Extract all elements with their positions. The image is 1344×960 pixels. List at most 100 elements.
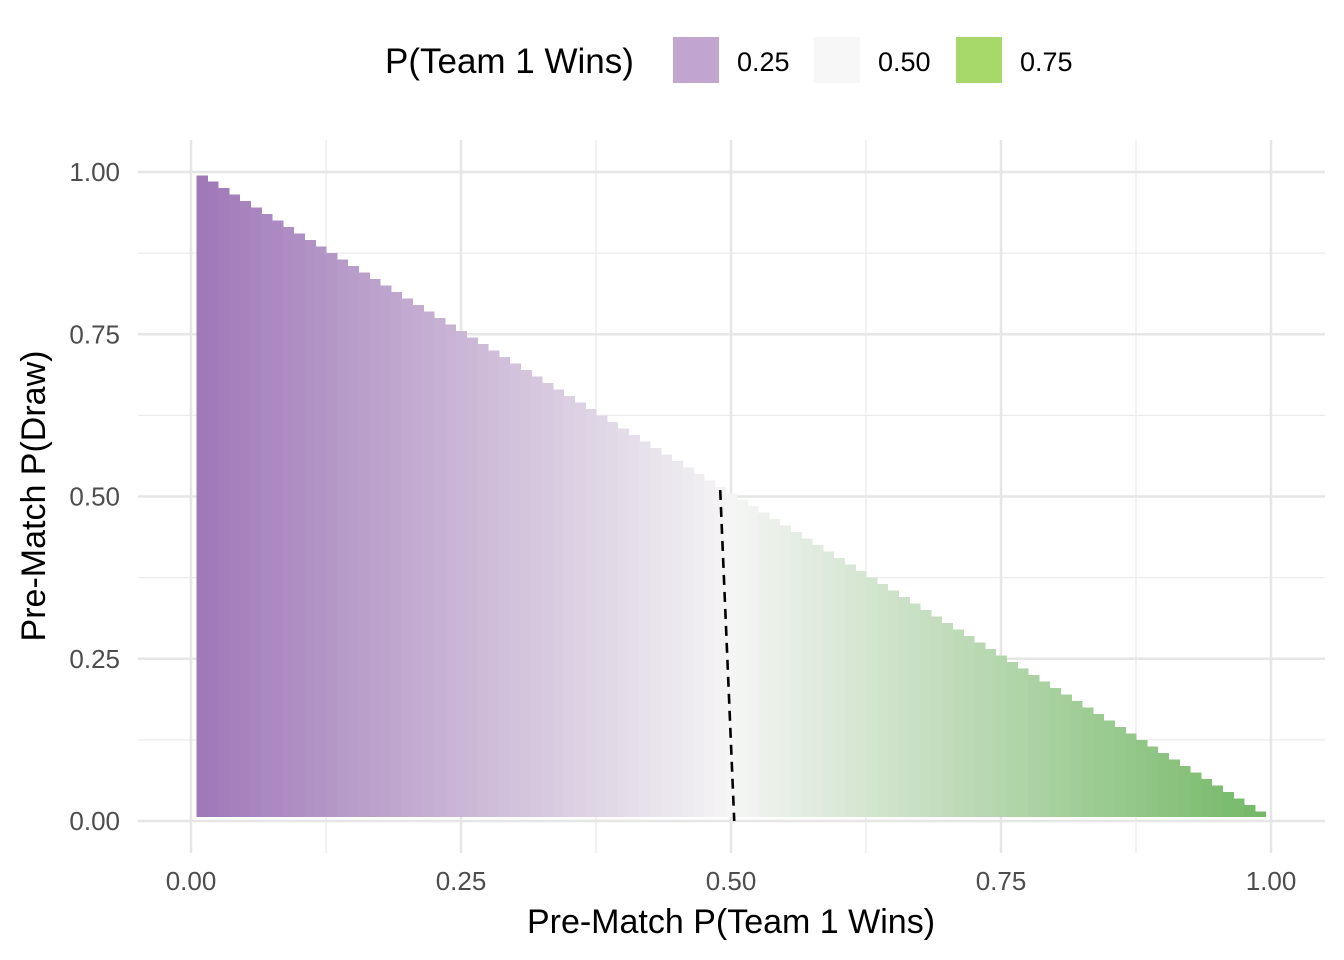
y-axis-ticks: 0.00 0.25 0.50 0.75 1.00 bbox=[69, 157, 120, 836]
heatmap-cell bbox=[876, 584, 889, 817]
heatmap-cell bbox=[1254, 811, 1267, 817]
heatmap-cell bbox=[920, 610, 932, 817]
heatmap-cell bbox=[812, 545, 824, 817]
heatmap-cell bbox=[682, 467, 694, 817]
heatmap-cell bbox=[1146, 746, 1159, 817]
boundary-line bbox=[718, 489, 736, 822]
heatmap-cell bbox=[941, 623, 953, 817]
heatmap-cell bbox=[768, 519, 781, 817]
legend-label: 0.25 bbox=[737, 47, 790, 77]
heatmap-cell bbox=[1168, 759, 1180, 817]
heatmap-cell bbox=[250, 207, 262, 817]
legend-title: P(Team 1 Wins) bbox=[385, 42, 634, 81]
heatmap-cell bbox=[304, 240, 316, 817]
heatmap-cell bbox=[542, 382, 554, 817]
heatmap-cell bbox=[639, 441, 651, 817]
heatmap-cell bbox=[1038, 681, 1051, 817]
heatmap-cell bbox=[531, 376, 543, 817]
legend-key bbox=[956, 37, 1002, 83]
heatmap-cell bbox=[272, 220, 284, 818]
heatmap-cell bbox=[1244, 804, 1256, 817]
heatmap-cell bbox=[196, 175, 208, 817]
heatmap-cell bbox=[660, 454, 673, 817]
heatmap-cell bbox=[984, 649, 997, 817]
heatmap-cell bbox=[261, 214, 273, 817]
grid-major bbox=[138, 140, 1325, 853]
heatmap-cell bbox=[736, 499, 748, 817]
heatmap-cell bbox=[1136, 739, 1148, 818]
x-axis-ticks: 0.00 0.25 0.50 0.75 1.00 bbox=[166, 866, 1297, 896]
heatmap-cell bbox=[466, 337, 478, 817]
heatmap-cell bbox=[1233, 798, 1245, 817]
heatmap-cell bbox=[844, 564, 856, 817]
heatmap-cell bbox=[952, 629, 964, 817]
heatmap-cell bbox=[650, 447, 662, 817]
heatmap-cell bbox=[822, 551, 835, 817]
heatmap-cell bbox=[801, 538, 813, 817]
heatmap-cell bbox=[1179, 765, 1191, 817]
heatmap-cell bbox=[887, 590, 899, 817]
plot-panel bbox=[138, 140, 1325, 853]
legend-key bbox=[673, 37, 719, 83]
heatmap-cell bbox=[974, 642, 986, 817]
heatmap-cell bbox=[995, 655, 1007, 817]
heatmap-cell bbox=[239, 201, 251, 817]
x-tick-label: 0.00 bbox=[166, 866, 217, 896]
heatmap-cell bbox=[315, 246, 327, 817]
heatmap-cell bbox=[628, 434, 640, 817]
heatmap-cell bbox=[1082, 707, 1094, 817]
y-tick-label: 0.25 bbox=[69, 644, 120, 674]
heatmap-cell bbox=[326, 253, 338, 818]
heatmap-cell bbox=[552, 389, 565, 817]
heatmap-cell bbox=[563, 395, 575, 817]
x-tick-label: 1.00 bbox=[1246, 866, 1297, 896]
heatmap-cell bbox=[1092, 713, 1105, 817]
heatmap-cell bbox=[336, 259, 349, 817]
x-tick-label: 0.25 bbox=[436, 866, 487, 896]
heatmap-cell bbox=[488, 350, 500, 817]
heatmap-cells bbox=[196, 175, 1267, 818]
heatmap-cell bbox=[585, 408, 597, 817]
heatmap-cell bbox=[963, 636, 975, 817]
heatmap-cell bbox=[1222, 791, 1234, 817]
legend-label: 0.50 bbox=[878, 47, 931, 77]
heatmap-cell bbox=[455, 331, 467, 817]
heatmap-cell bbox=[1028, 674, 1040, 817]
heatmap-cell bbox=[1060, 694, 1072, 817]
heatmap-cell bbox=[596, 415, 608, 818]
heatmap-cell bbox=[1103, 720, 1115, 817]
legend: P(Team 1 Wins) 0.25 0.50 0.75 bbox=[385, 37, 1073, 83]
heatmap-cell bbox=[1071, 700, 1083, 817]
y-tick-label: 0.75 bbox=[69, 319, 120, 349]
heatmap-cell bbox=[423, 311, 435, 817]
heatmap-cell bbox=[282, 227, 295, 817]
y-tick-label: 0.00 bbox=[69, 806, 120, 836]
heatmap-cell bbox=[574, 402, 586, 817]
heatmap-cell bbox=[790, 532, 802, 817]
heatmap-cell bbox=[725, 493, 737, 817]
heatmap-cell bbox=[509, 363, 521, 817]
heatmap-cell bbox=[1017, 668, 1029, 817]
heatmap-cell bbox=[1125, 733, 1137, 817]
legend-key bbox=[814, 37, 860, 83]
heatmap-cell bbox=[779, 525, 791, 817]
heatmap-cell bbox=[747, 506, 759, 817]
heatmap-cell bbox=[412, 305, 424, 817]
heatmap-cell bbox=[444, 324, 457, 817]
heatmap-cell bbox=[369, 279, 381, 818]
heatmap-cell bbox=[898, 597, 910, 817]
heatmap-cell bbox=[347, 266, 359, 817]
heatmap-cell bbox=[1211, 785, 1223, 817]
heatmap-cell bbox=[866, 577, 878, 818]
heatmap-cell bbox=[1114, 726, 1126, 817]
legend-label: 0.75 bbox=[1020, 47, 1073, 77]
heatmap-cell bbox=[855, 571, 867, 817]
y-tick-label: 1.00 bbox=[69, 157, 120, 187]
heatmap-cell bbox=[693, 473, 705, 817]
heatmap-cell bbox=[293, 233, 305, 817]
heatmap-cell bbox=[930, 616, 943, 817]
x-tick-label: 0.50 bbox=[706, 866, 757, 896]
y-tick-label: 0.50 bbox=[69, 482, 120, 512]
heatmap-cell bbox=[1200, 778, 1213, 817]
